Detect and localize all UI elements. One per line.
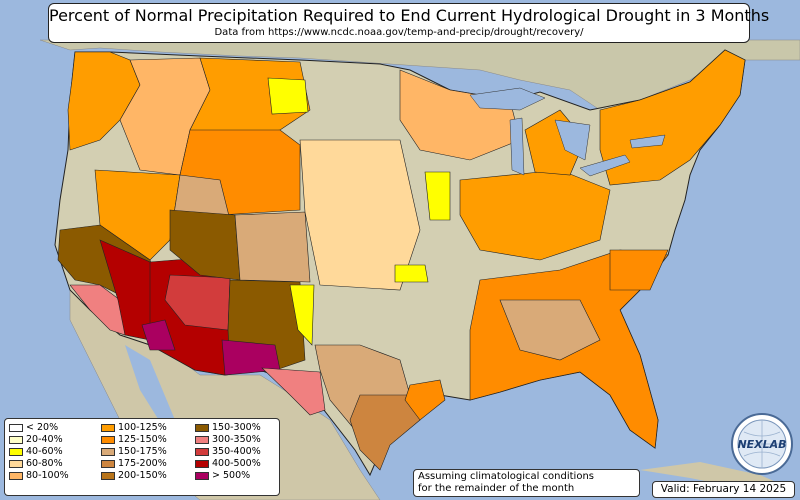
legend-swatch	[9, 424, 23, 432]
legend: < 20% 20-40% 40-60% 60-80% 80-100% 100-1…	[4, 418, 280, 496]
region-texas-pink	[261, 367, 326, 416]
lake-huron	[554, 119, 591, 161]
region-carolinas	[609, 249, 669, 291]
title-box: Percent of Normal Precipitation Required…	[48, 3, 770, 43]
legend-swatch	[101, 472, 115, 480]
legend-swatch	[9, 448, 23, 456]
note-line-1: Assuming climatological conditions	[418, 471, 594, 482]
gulf-of-california	[125, 345, 175, 430]
lake-erie	[579, 154, 631, 177]
legend-swatch	[9, 460, 23, 468]
legend-item: 150-300%	[195, 422, 261, 434]
region-iowa-yellow	[424, 171, 451, 221]
legend-item: > 500%	[195, 470, 261, 482]
legend-swatch	[101, 448, 115, 456]
legend-column-2: 100-125% 125-150% 150-175% 175-200% 200-…	[101, 422, 167, 482]
lake-michigan	[509, 117, 525, 176]
legend-swatch	[101, 436, 115, 444]
map-title: Percent of Normal Precipitation Required…	[49, 6, 770, 25]
nexlab-logo: NEXLAB	[731, 413, 793, 475]
logo-globe-lines	[738, 420, 786, 468]
region-nevada	[94, 169, 181, 261]
region-nm-yellow	[289, 284, 315, 346]
legend-item: < 20%	[9, 422, 69, 434]
legend-item: 100-125%	[101, 422, 167, 434]
map-subtitle: Data from https://www.ncdc.noaa.gov/temp…	[214, 27, 584, 38]
legend-swatch	[101, 424, 115, 432]
region-colorado	[234, 211, 311, 283]
note-line-2: for the remainder of the month	[418, 483, 575, 494]
legend-item: 40-60%	[9, 446, 69, 458]
legend-item: 80-100%	[9, 470, 69, 482]
region-four-corners	[169, 209, 241, 281]
legend-item: 400-500%	[195, 458, 261, 470]
region-upper-midwest	[399, 69, 521, 161]
legend-item: 150-175%	[101, 446, 167, 458]
lake-superior	[469, 87, 546, 111]
legend-swatch	[195, 436, 209, 444]
legend-swatch	[195, 424, 209, 432]
legend-column-1: < 20% 20-40% 40-60% 60-80% 80-100%	[9, 422, 69, 482]
legend-item: 350-400%	[195, 446, 261, 458]
region-arizona-magenta	[141, 319, 176, 351]
legend-swatch	[195, 460, 209, 468]
legend-item: 175-200%	[101, 458, 167, 470]
legend-item: 60-80%	[9, 458, 69, 470]
region-plains	[299, 139, 421, 291]
logo-text: NEXLAB	[737, 438, 786, 451]
legend-swatch	[9, 436, 23, 444]
legend-item: 20-40%	[9, 434, 69, 446]
region-pnw	[67, 51, 141, 151]
region-northeast	[599, 49, 746, 186]
legend-item: 200-150%	[101, 470, 167, 482]
region-kansas-yellow	[394, 264, 429, 283]
region-texas-coast	[404, 379, 446, 421]
assumption-note: Assuming climatological conditions for t…	[413, 469, 640, 497]
region-nd-yellow	[267, 77, 309, 115]
legend-swatch	[195, 472, 209, 480]
valid-date: Valid: February 14 2025	[652, 481, 795, 498]
legend-column-3: 150-300% 300-350% 350-400% 400-500% > 50…	[195, 422, 261, 482]
legend-swatch	[101, 460, 115, 468]
lake-ontario	[629, 134, 666, 149]
legend-item: 125-150%	[101, 434, 167, 446]
legend-swatch	[195, 448, 209, 456]
region-southeast-tan	[499, 299, 601, 361]
legend-item: 300-350%	[195, 434, 261, 446]
legend-swatch	[9, 472, 23, 480]
